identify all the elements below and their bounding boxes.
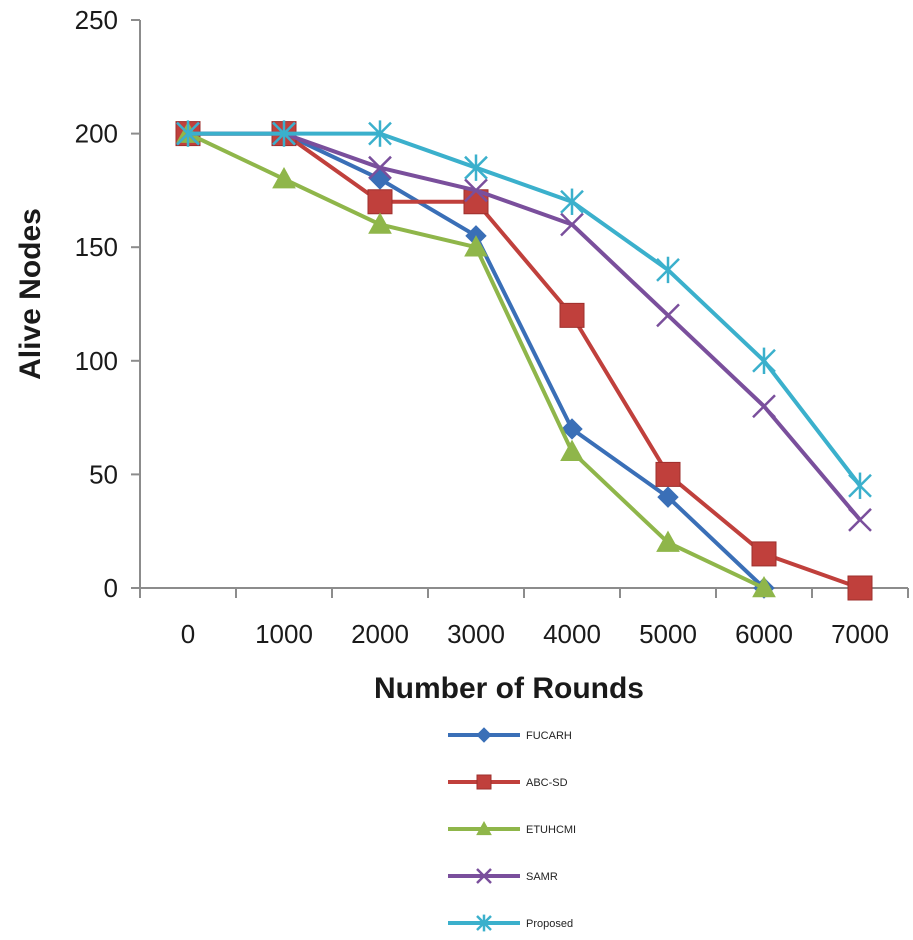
data-point-marker: [752, 575, 776, 598]
y-tick-label: 150: [75, 232, 118, 262]
data-point-marker: [847, 575, 873, 601]
data-point-marker: [752, 347, 776, 374]
data-point-marker: [559, 302, 585, 328]
data-point-marker: [656, 303, 680, 328]
data-point-marker: [848, 472, 872, 499]
legend-item: Proposed: [448, 914, 573, 932]
data-point-marker: [464, 178, 488, 203]
x-tick-label: 2000: [351, 619, 409, 649]
x-axis-title: Number of Rounds: [374, 672, 644, 705]
legend-swatch-marker: [476, 914, 492, 932]
data-point-marker: [752, 394, 776, 419]
legend-item: FUCARH: [448, 727, 572, 743]
y-tick-label: 200: [75, 119, 118, 149]
data-point-marker: [656, 256, 680, 284]
legend-swatch-marker: [476, 774, 492, 790]
series-abc-sd: [175, 121, 873, 601]
y-axis-title: Alive Nodes: [14, 208, 47, 380]
data-point-marker: [369, 168, 391, 190]
chart-tick-labels: 0 50 100 150 200 250 0 1000 2000 3000 4000 5000 6000…: [75, 5, 889, 649]
data-point-marker: [368, 212, 392, 234]
legend-label: FUCARH: [526, 730, 572, 742]
data-point-marker: [272, 120, 296, 147]
x-tick-label: 3000: [447, 619, 505, 649]
legend-label: ETUHCMI: [526, 824, 576, 836]
legend-swatch-marker: [476, 868, 492, 884]
data-point-marker: [464, 235, 488, 257]
y-tick-label: 0: [104, 573, 118, 603]
data-point-marker: [560, 439, 584, 461]
series-proposed: [176, 120, 872, 499]
x-tick-label: 6000: [735, 619, 793, 649]
data-point-marker: [176, 120, 200, 147]
series-line: [188, 131, 862, 487]
series-line: [188, 131, 861, 590]
data-point-marker: [848, 507, 872, 532]
y-tick-label: 50: [89, 459, 118, 489]
legend-swatch-marker: [476, 727, 492, 743]
y-tick-label: 100: [75, 346, 118, 376]
data-point-marker: [464, 154, 488, 181]
data-point-marker: [367, 189, 393, 215]
legend-label: Proposed: [526, 918, 573, 930]
chart-series: [175, 120, 873, 601]
chart-axes: [131, 19, 909, 598]
legend-label: ABC-SD: [526, 777, 568, 789]
data-point-marker: [368, 155, 392, 180]
x-tick-label: 4000: [543, 619, 601, 649]
legend-swatch-marker: [476, 820, 492, 836]
x-tick-label: 5000: [639, 619, 697, 649]
data-point-marker: [655, 461, 681, 487]
series-line: [188, 131, 862, 522]
legend-label: SAMR: [526, 871, 558, 883]
data-point-marker: [560, 188, 584, 215]
data-point-marker: [751, 541, 777, 567]
x-tick-label: 7000: [831, 619, 889, 649]
legend-item: ABC-SD: [448, 774, 568, 790]
y-tick-label: 250: [75, 5, 118, 35]
legend-item: ETUHCMI: [448, 820, 576, 836]
data-point-marker: [368, 120, 392, 147]
data-point-marker: [272, 167, 296, 189]
legend-item: SAMR: [448, 868, 558, 884]
series-etuhcmi: [176, 121, 776, 598]
data-point-marker: [561, 418, 583, 440]
x-tick-label: 0: [181, 619, 195, 649]
chart-legend: FUCARH ABC-SD ETUHCMI SAMR Proposed: [448, 727, 576, 932]
data-point-marker: [656, 530, 680, 552]
data-point-marker: [657, 486, 679, 508]
x-tick-label: 1000: [255, 619, 313, 649]
data-point-marker: [560, 212, 584, 237]
